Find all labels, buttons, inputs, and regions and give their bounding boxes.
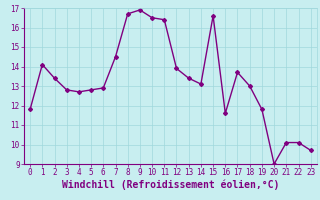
X-axis label: Windchill (Refroidissement éolien,°C): Windchill (Refroidissement éolien,°C) — [62, 180, 279, 190]
